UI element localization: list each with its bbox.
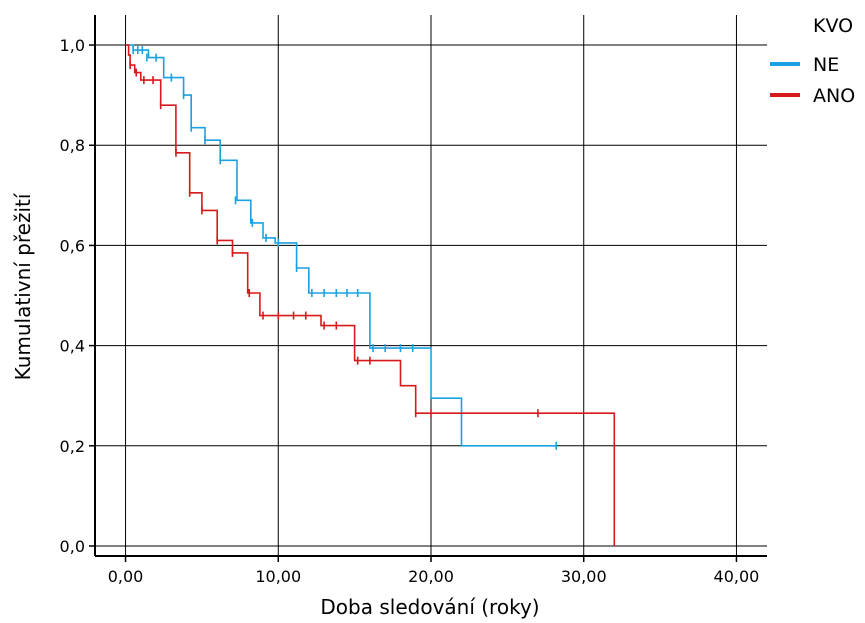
x-tick-label: 10,00: [255, 567, 301, 586]
x-tick-label: 0,00: [108, 567, 144, 586]
y-axis-title: Kumulativní přežití: [11, 192, 35, 380]
y-tick-label: 0,8: [60, 136, 85, 155]
legend-title: KVO: [813, 15, 853, 37]
series-line-ne: [125, 44, 557, 447]
legend-label-ne: NE: [813, 54, 839, 76]
y-tick-label: 1,0: [60, 36, 85, 55]
series-layer: [125, 44, 616, 546]
y-tick-label: 0,6: [60, 236, 85, 255]
grid-lines: [95, 15, 767, 556]
x-tick-label: 40,00: [714, 567, 760, 586]
y-tick-label: 0,4: [60, 337, 85, 356]
x-tick-label: 30,00: [561, 567, 607, 586]
x-tick-label: 20,00: [408, 567, 454, 586]
y-tick-label: 0,0: [60, 537, 85, 556]
legend-label-ano: ANO: [813, 85, 855, 107]
legend: KVO NE ANO: [770, 15, 855, 107]
tick-labels: 0,00 10,00 20,00 30,00 40,00 0,0 0,2 0,4 0,6 0,8 1…: [60, 36, 760, 586]
x-axis-title: Doba sledování (roky): [320, 595, 539, 619]
y-tick-label: 0,2: [60, 437, 85, 456]
